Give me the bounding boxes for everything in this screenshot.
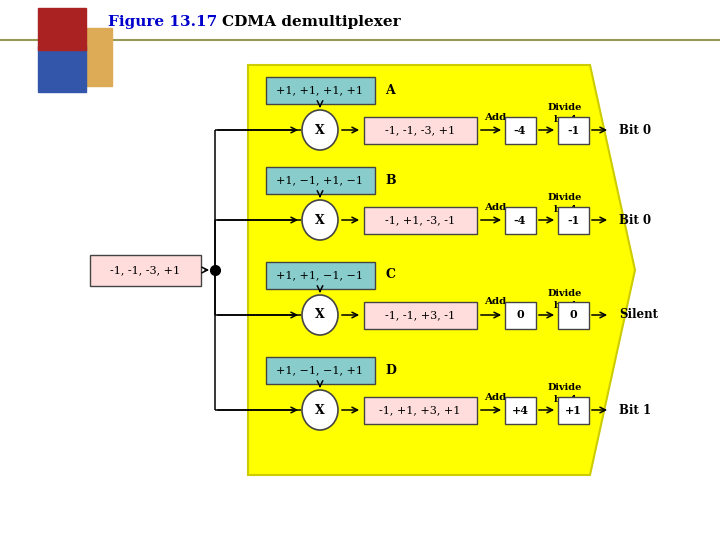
- FancyBboxPatch shape: [266, 166, 374, 193]
- Bar: [38, 46, 86, 92]
- Text: Figure 13.17: Figure 13.17: [108, 15, 217, 29]
- FancyBboxPatch shape: [266, 356, 374, 383]
- Text: +1, −1, −1, +1: +1, −1, −1, +1: [276, 365, 364, 375]
- Text: B: B: [385, 173, 395, 186]
- Ellipse shape: [302, 390, 338, 430]
- Text: Add: Add: [484, 298, 506, 307]
- Text: Add: Add: [484, 202, 506, 212]
- Text: by 4: by 4: [554, 206, 576, 214]
- Text: -1: -1: [567, 125, 579, 136]
- Polygon shape: [248, 65, 635, 475]
- FancyBboxPatch shape: [364, 206, 477, 233]
- FancyBboxPatch shape: [557, 206, 588, 233]
- Text: X: X: [315, 403, 325, 416]
- Text: 0: 0: [516, 309, 524, 321]
- Ellipse shape: [302, 295, 338, 335]
- Text: -1, -1, +3, -1: -1, -1, +3, -1: [385, 310, 455, 320]
- Bar: [38, 8, 86, 50]
- Text: by 4: by 4: [554, 300, 576, 309]
- Text: D: D: [385, 363, 396, 376]
- Text: Add: Add: [484, 112, 506, 122]
- Text: by 4: by 4: [554, 116, 576, 125]
- Text: -1, +1, +3, +1: -1, +1, +3, +1: [379, 405, 461, 415]
- Text: Divide: Divide: [548, 383, 582, 393]
- Text: Divide: Divide: [548, 104, 582, 112]
- Text: Bit 1: Bit 1: [619, 403, 651, 416]
- Text: 0: 0: [570, 309, 577, 321]
- Text: -1, +1, -3, -1: -1, +1, -3, -1: [385, 215, 455, 225]
- Text: Add: Add: [484, 393, 506, 402]
- Text: Bit 0: Bit 0: [619, 213, 651, 226]
- FancyBboxPatch shape: [266, 261, 374, 288]
- Text: +1: +1: [564, 404, 582, 415]
- Text: +1, +1, +1, +1: +1, +1, +1, +1: [276, 85, 364, 95]
- FancyBboxPatch shape: [89, 254, 200, 286]
- FancyBboxPatch shape: [505, 206, 536, 233]
- Text: X: X: [315, 213, 325, 226]
- Text: -4: -4: [514, 214, 526, 226]
- Ellipse shape: [302, 200, 338, 240]
- Text: -1, -1, -3, +1: -1, -1, -3, +1: [110, 265, 180, 275]
- Text: X: X: [315, 308, 325, 321]
- Text: -4: -4: [514, 125, 526, 136]
- FancyBboxPatch shape: [557, 117, 588, 144]
- FancyBboxPatch shape: [505, 396, 536, 423]
- Bar: [66, 28, 112, 86]
- Text: X: X: [315, 124, 325, 137]
- Text: -1: -1: [567, 214, 579, 226]
- Text: +1, +1, −1, −1: +1, +1, −1, −1: [276, 270, 364, 280]
- FancyBboxPatch shape: [505, 117, 536, 144]
- Text: Divide: Divide: [548, 193, 582, 202]
- Text: by 4: by 4: [554, 395, 576, 404]
- Text: +4: +4: [511, 404, 528, 415]
- Text: +1, −1, +1, −1: +1, −1, +1, −1: [276, 175, 364, 185]
- FancyBboxPatch shape: [266, 77, 374, 104]
- FancyBboxPatch shape: [557, 396, 588, 423]
- Ellipse shape: [302, 110, 338, 150]
- Text: C: C: [385, 268, 395, 281]
- FancyBboxPatch shape: [557, 301, 588, 328]
- FancyBboxPatch shape: [364, 301, 477, 328]
- FancyBboxPatch shape: [364, 117, 477, 144]
- Text: A: A: [385, 84, 395, 97]
- Text: Divide: Divide: [548, 288, 582, 298]
- Text: CDMA demultiplexer: CDMA demultiplexer: [222, 15, 400, 29]
- Text: -1, -1, -3, +1: -1, -1, -3, +1: [385, 125, 455, 135]
- Text: Silent: Silent: [619, 308, 658, 321]
- FancyBboxPatch shape: [364, 396, 477, 423]
- FancyBboxPatch shape: [505, 301, 536, 328]
- Text: Bit 0: Bit 0: [619, 124, 651, 137]
